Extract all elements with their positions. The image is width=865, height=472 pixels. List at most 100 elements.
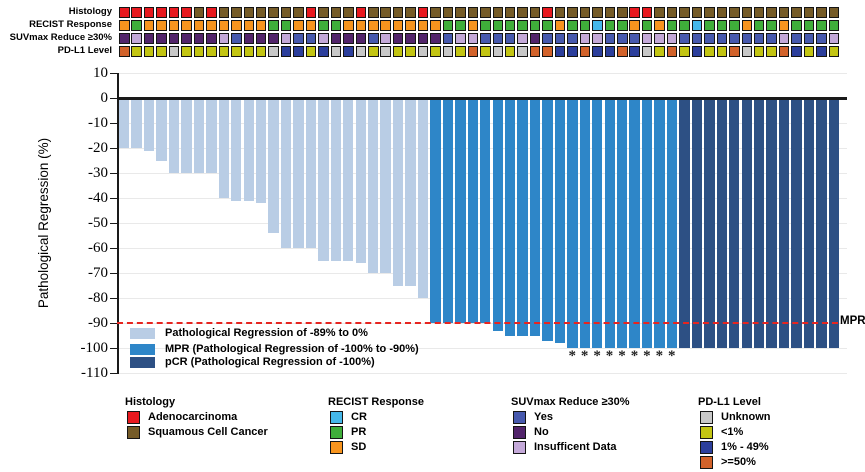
- suvmax-cell: [816, 33, 827, 44]
- histology-cell: [803, 7, 815, 18]
- pdl1-cell: [729, 46, 740, 57]
- pdl1-cell: [778, 46, 790, 57]
- recist-cell: [392, 20, 404, 31]
- histology-cell: [704, 7, 715, 18]
- y-tick-label: -100: [80, 339, 109, 356]
- pdl1-cell: [417, 46, 429, 57]
- histology-cell: [255, 7, 267, 18]
- recist-cell: [143, 20, 155, 31]
- suvmax-cell: [343, 33, 354, 44]
- recist-cell: [617, 20, 628, 31]
- pdl1-cell: [704, 46, 715, 57]
- recist-cell: [554, 20, 566, 31]
- y-tick-label: -90: [88, 314, 108, 331]
- recist-cell: [293, 20, 304, 31]
- recist-cell: [629, 20, 640, 31]
- suvmax-cell: [131, 33, 142, 44]
- y-tick-mark: [110, 197, 117, 199]
- histology-cell: [268, 7, 279, 18]
- suvmax-cell: [716, 33, 728, 44]
- asterisk-marker: *: [605, 348, 614, 364]
- pdl1-cell: [392, 46, 404, 57]
- suvmax-cell: [492, 33, 503, 44]
- pdl1-cell: [193, 46, 205, 57]
- y-tick-label: 0: [100, 89, 109, 106]
- suvmax-cell: [778, 33, 790, 44]
- legend-swatch: [700, 456, 713, 469]
- recist-cell: [343, 20, 354, 31]
- recist-cell: [592, 20, 603, 31]
- regression-bar: [231, 98, 242, 201]
- suvmax-cell: [480, 33, 491, 44]
- gridline: [117, 73, 847, 74]
- regression-bar: [218, 98, 229, 198]
- recist-cell: [231, 20, 242, 31]
- recist-cell: [691, 20, 703, 31]
- recist-cell: [529, 20, 541, 31]
- recist-cell: [517, 20, 528, 31]
- recist-cell: [131, 20, 142, 31]
- suvmax-cell: [691, 33, 703, 44]
- recist-cell: [729, 20, 740, 31]
- suvmax-cell: [318, 33, 329, 44]
- histology-cell: [442, 7, 454, 18]
- pdl1-cell: [318, 46, 329, 57]
- recist-cell: [355, 20, 367, 31]
- legend-swatch: [513, 411, 526, 424]
- histology-cell: [280, 7, 292, 18]
- suvmax-cell: [305, 33, 317, 44]
- legend-title-suvmax: SUVmax Reduce ≥30%: [511, 396, 630, 408]
- histology-cell: [231, 7, 242, 18]
- recist-cell: [206, 20, 217, 31]
- y-tick-label: 10: [93, 64, 108, 81]
- recist-cell: [504, 20, 516, 31]
- pdl1-cell: [604, 46, 616, 57]
- asterisk-marker: *: [668, 348, 676, 364]
- histology-cell: [679, 7, 690, 18]
- histology-cell: [542, 7, 553, 18]
- recist-cell: [791, 20, 802, 31]
- y-tick-mark: [110, 322, 117, 324]
- suvmax-cell: [579, 33, 591, 44]
- regression-bar: [766, 98, 777, 348]
- recist-cell: [405, 20, 416, 31]
- y-tick-mark: [110, 297, 117, 299]
- histology-cell: [305, 7, 317, 18]
- recist-cell: [255, 20, 267, 31]
- recist-cell: [753, 20, 765, 31]
- histology-cell: [193, 7, 205, 18]
- y-tick-label: -10: [88, 114, 108, 131]
- recist-cell: [417, 20, 429, 31]
- regression-bar: [293, 98, 304, 248]
- suvmax-cell: [604, 33, 616, 44]
- pdl1-cell: [554, 46, 566, 57]
- suvmax-cell: [380, 33, 391, 44]
- histology-cell: [828, 7, 840, 18]
- asterisk-marker: *: [580, 348, 589, 364]
- recist-cell: [778, 20, 790, 31]
- mpr-reference-label: MPR: [840, 315, 865, 327]
- pr-legend-label: Pathological Regression of -89% to 0%: [165, 327, 368, 339]
- recist-cell: [679, 20, 690, 31]
- suvmax-cell: [442, 33, 454, 44]
- pdl1-cell: [567, 46, 578, 57]
- pdl1-cell: [119, 46, 130, 57]
- regression-bar: [405, 98, 416, 286]
- histology-cell: [778, 7, 790, 18]
- recist-cell: [492, 20, 503, 31]
- suvmax-cell: [181, 33, 192, 44]
- regression-bar: [280, 98, 292, 248]
- histology-cell: [492, 7, 503, 18]
- recist-cell: [156, 20, 167, 31]
- suvmax-cell: [554, 33, 566, 44]
- pdl1-cell: [268, 46, 279, 57]
- y-tick-label: -80: [88, 289, 108, 306]
- y-tick-label: -70: [88, 264, 108, 281]
- suvmax-cell: [666, 33, 678, 44]
- recist-cell: [368, 20, 379, 31]
- y-tick-mark: [110, 147, 117, 149]
- mpr-swatch: [130, 344, 155, 355]
- histology-cell: [517, 7, 528, 18]
- zero-baseline: [117, 97, 847, 100]
- pdl1-cell: [343, 46, 354, 57]
